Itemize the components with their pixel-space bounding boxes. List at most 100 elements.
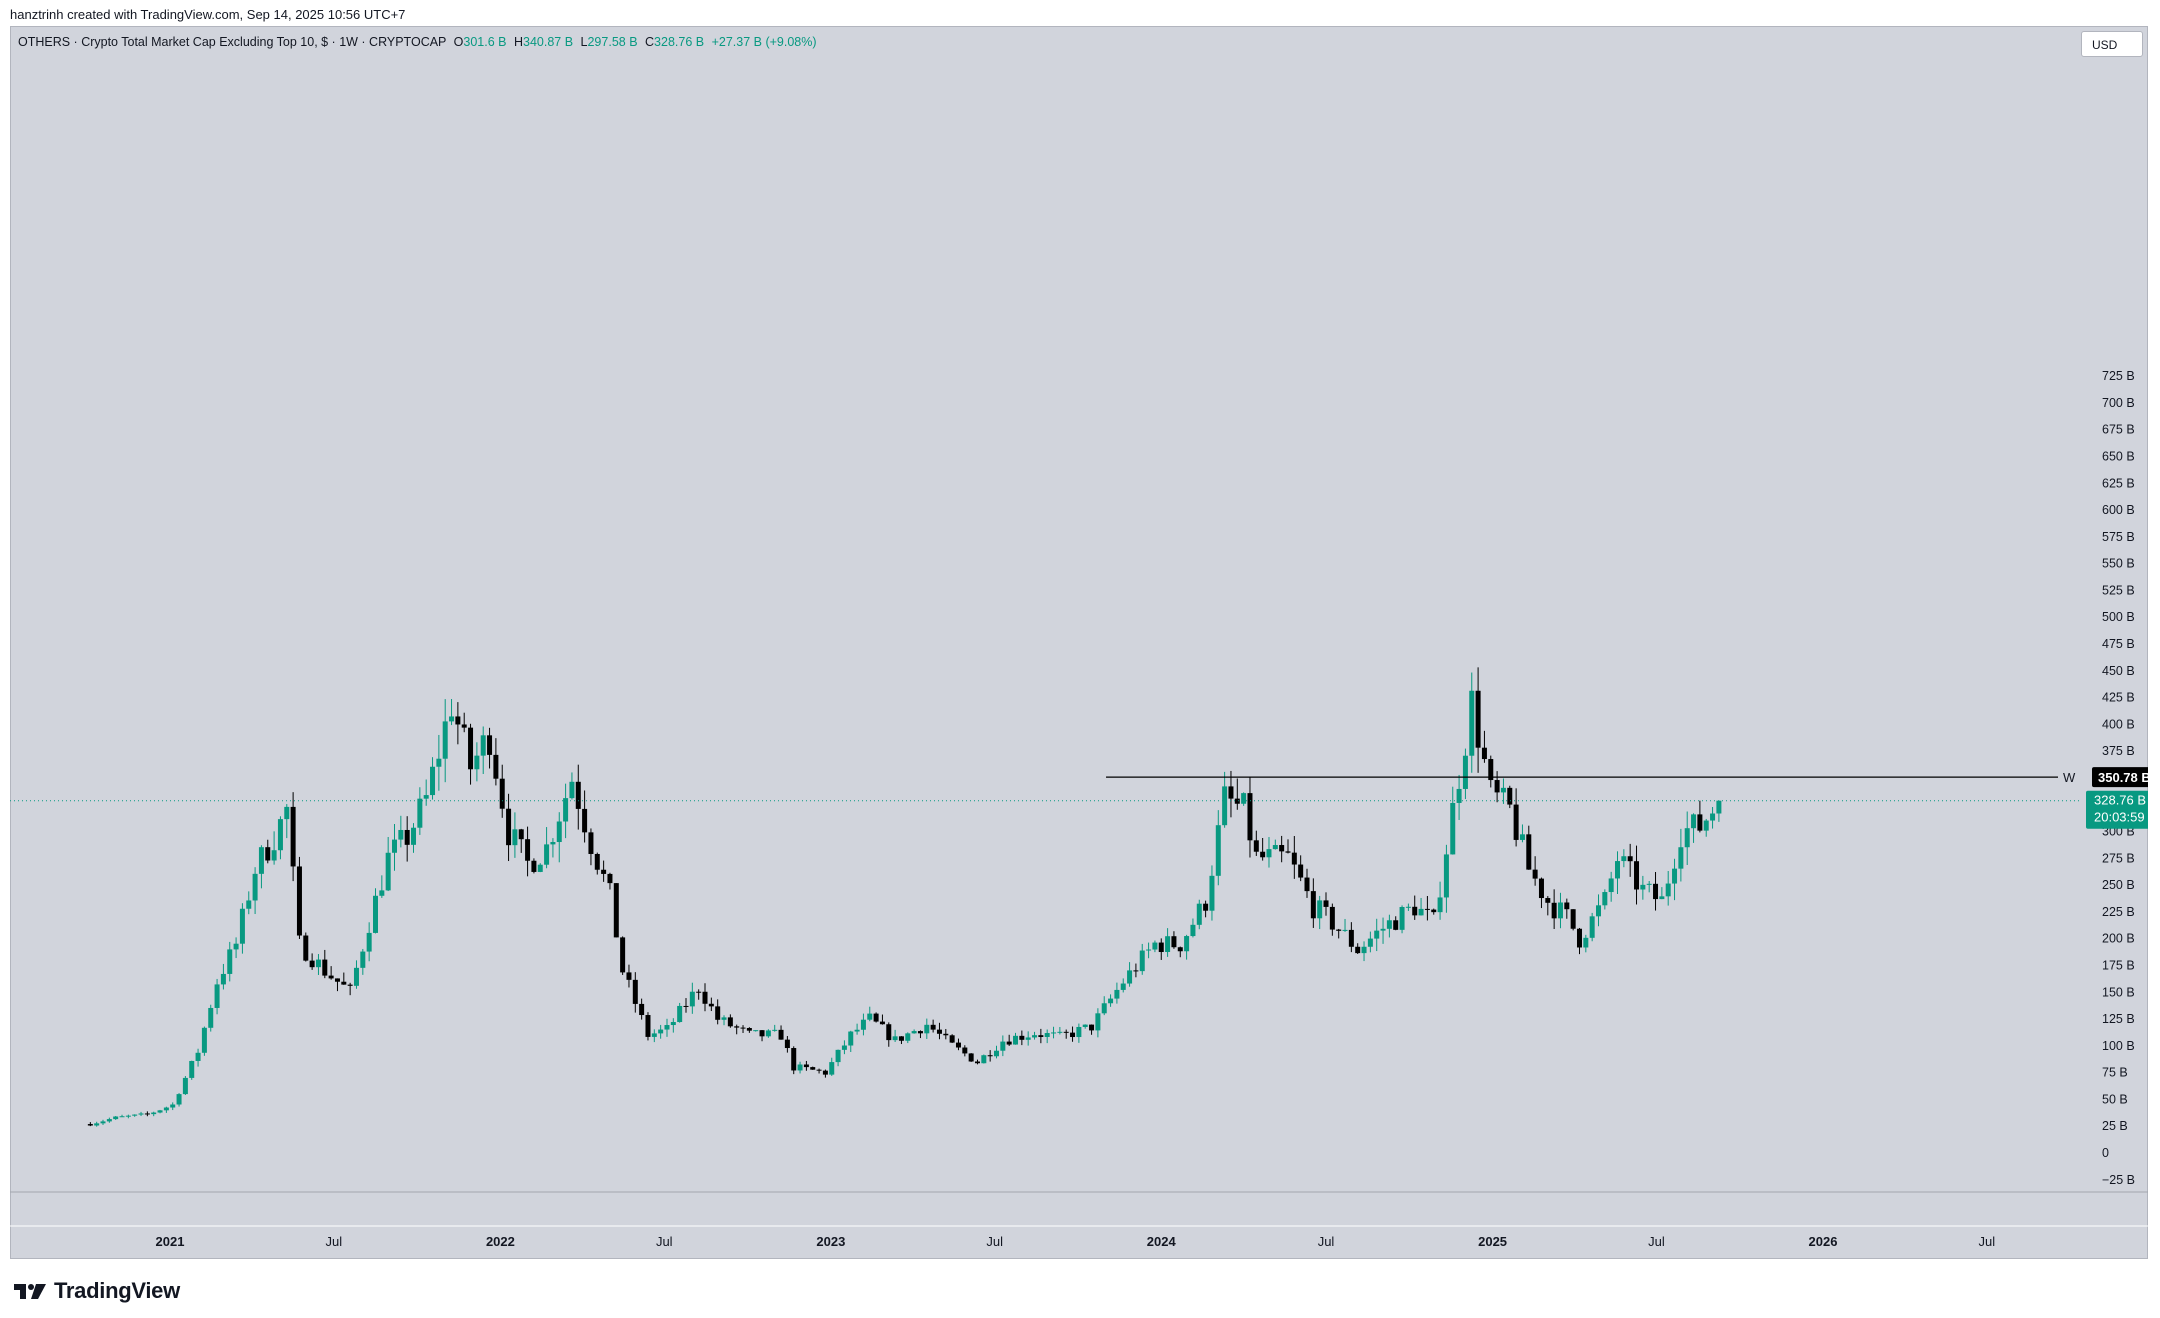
candle-body[interactable] (347, 984, 353, 986)
candle-body[interactable] (1507, 787, 1513, 805)
candle-body[interactable] (879, 1021, 885, 1025)
candle-body[interactable] (930, 1024, 936, 1030)
candle-body[interactable] (1634, 861, 1640, 890)
candle-body[interactable] (1672, 868, 1678, 884)
candle-body[interactable] (898, 1036, 904, 1041)
candle-body[interactable] (1367, 938, 1373, 947)
candle-body[interactable] (1494, 780, 1500, 793)
candle-body[interactable] (1424, 908, 1430, 910)
candle-body[interactable] (1152, 942, 1158, 950)
candle-body[interactable] (1070, 1032, 1076, 1038)
candle-body[interactable] (1310, 891, 1316, 919)
candle-body[interactable] (1627, 856, 1633, 862)
candle-body[interactable] (772, 1029, 778, 1031)
candle-body[interactable] (1646, 883, 1652, 885)
candle-body[interactable] (1412, 906, 1418, 916)
candle-body[interactable] (1653, 883, 1659, 900)
candle-body[interactable] (816, 1069, 822, 1071)
candle-body[interactable] (981, 1055, 987, 1064)
candle-body[interactable] (746, 1028, 752, 1031)
candle-body[interactable] (227, 949, 233, 974)
price-axis[interactable]: −25 B 0 25 B 50 B 75 B 100 B 125 B 150 B 175 B 20… (2102, 369, 2135, 1187)
candle-body[interactable] (1171, 936, 1177, 948)
candle-body[interactable] (360, 951, 366, 968)
candle-body[interactable] (1000, 1041, 1006, 1051)
candle-body[interactable] (1716, 800, 1722, 814)
candle-body[interactable] (544, 844, 550, 865)
candle-body[interactable] (1285, 851, 1291, 853)
candle-body[interactable] (1386, 920, 1392, 929)
candle-body[interactable] (778, 1029, 784, 1040)
candle-body[interactable] (1450, 802, 1456, 855)
candle-body[interactable] (1538, 878, 1544, 899)
candle-body[interactable] (607, 873, 613, 884)
candle-body[interactable] (632, 979, 638, 1004)
symbol-legend[interactable]: OTHERS · Crypto Total Market Cap Excludi… (18, 32, 817, 52)
candle-body[interactable] (1576, 928, 1582, 948)
candle-body[interactable] (1108, 998, 1114, 1004)
candle-body[interactable] (601, 869, 607, 874)
candle-body[interactable] (784, 1039, 790, 1049)
candle-body[interactable] (398, 829, 404, 840)
candle-body[interactable] (1348, 929, 1354, 947)
candle-body[interactable] (936, 1029, 942, 1034)
candle-body[interactable] (1177, 947, 1183, 952)
candle-body[interactable] (1095, 1013, 1101, 1031)
candle-body[interactable] (233, 943, 239, 950)
candle-body[interactable] (125, 1115, 131, 1117)
candle-body[interactable] (1057, 1031, 1063, 1033)
candle-body[interactable] (734, 1026, 740, 1028)
candle-body[interactable] (1209, 875, 1215, 911)
candle-body[interactable] (556, 821, 562, 843)
candle-body[interactable] (449, 716, 455, 722)
candle-body[interactable] (1703, 820, 1709, 831)
candle-body[interactable] (949, 1035, 955, 1043)
candle-body[interactable] (208, 1007, 214, 1028)
candle-body[interactable] (1691, 814, 1697, 829)
candle-body[interactable] (835, 1049, 841, 1063)
candle-body[interactable] (1127, 970, 1133, 984)
candle-body[interactable] (1139, 950, 1145, 972)
candle-body[interactable] (1076, 1026, 1082, 1038)
candle-body[interactable] (803, 1064, 809, 1068)
candle-body[interactable] (860, 1019, 866, 1030)
chart-pane[interactable] (10, 26, 2148, 1259)
candle-body[interactable] (1418, 908, 1424, 916)
candle-body[interactable] (1158, 942, 1164, 953)
candle-body[interactable] (284, 806, 290, 820)
candle-body[interactable] (974, 1061, 980, 1064)
candle-body[interactable] (854, 1029, 860, 1032)
candle-body[interactable] (1317, 900, 1323, 919)
candle-body[interactable] (1025, 1037, 1031, 1040)
candle-body[interactable] (157, 1110, 163, 1113)
candle-body[interactable] (493, 754, 499, 779)
candle-body[interactable] (1342, 929, 1348, 931)
candle-body[interactable] (132, 1114, 138, 1116)
candle-body[interactable] (886, 1024, 892, 1041)
candle-body[interactable] (1488, 759, 1494, 781)
candle-body[interactable] (651, 1033, 657, 1037)
candle-body[interactable] (455, 716, 461, 725)
candle-body[interactable] (1133, 970, 1139, 972)
candle-body[interactable] (1044, 1033, 1050, 1037)
candle-body[interactable] (366, 932, 372, 952)
candle-body[interactable] (303, 935, 309, 961)
candle-body[interactable] (1234, 798, 1240, 804)
candle-body[interactable] (531, 860, 537, 872)
candle-body[interactable] (1551, 902, 1557, 919)
candle-body[interactable] (1196, 903, 1202, 925)
candle-body[interactable] (1456, 788, 1462, 803)
candle-body[interactable] (1247, 793, 1253, 841)
candle-body[interactable] (385, 852, 391, 891)
candle-body[interactable] (1640, 884, 1646, 890)
candle-body[interactable] (138, 1113, 144, 1115)
candle-body[interactable] (569, 781, 575, 799)
candle-body[interactable] (683, 1005, 689, 1007)
candle-body[interactable] (100, 1121, 106, 1124)
candle-body[interactable] (1393, 920, 1399, 930)
candle-body[interactable] (1038, 1035, 1044, 1037)
candle-body[interactable] (1595, 905, 1601, 917)
candle-body[interactable] (195, 1052, 201, 1061)
candle-body[interactable] (1272, 845, 1278, 850)
candle-body[interactable] (423, 795, 429, 799)
